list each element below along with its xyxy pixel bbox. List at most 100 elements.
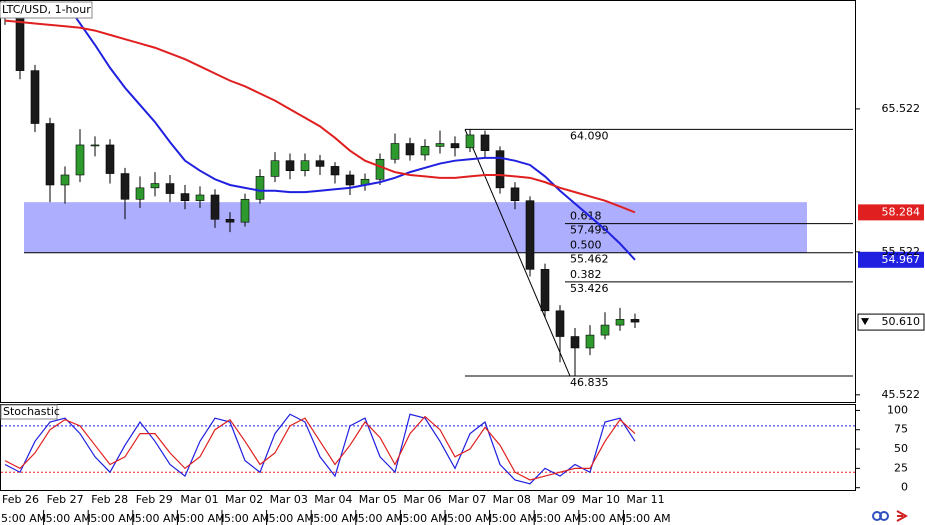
candle-body: [120, 173, 130, 200]
candle-body: [195, 194, 205, 202]
candle-body: [255, 176, 265, 200]
candle-body: [75, 144, 85, 176]
price-tag: [858, 251, 924, 268]
candle-body: [45, 123, 55, 186]
fib-ratio: 0.382: [570, 268, 602, 281]
x-time-label: 5:00 AM: [224, 512, 269, 525]
candle-body: [540, 269, 550, 312]
candle-body: [210, 194, 220, 220]
arrow-icon[interactable]: [896, 510, 909, 522]
y-tick-label: 25: [894, 461, 908, 474]
current-price-label: 50.610: [882, 315, 921, 328]
candle-body: [15, 15, 25, 71]
candle-body: [30, 70, 40, 124]
y-tick-label: 0: [901, 481, 908, 494]
candle-body: [450, 143, 460, 149]
candle-body: [330, 166, 340, 176]
toolbar-icons[interactable]: [872, 510, 909, 522]
x-time-label: 5:00 AM: [492, 512, 537, 525]
stochastic-panel: [0, 404, 856, 491]
fib-price: 55.462: [570, 253, 609, 266]
price-tag-label: 54.967: [882, 253, 921, 266]
x-time-label: 5:00 AM: [402, 512, 447, 525]
candle-body: [495, 150, 505, 189]
x-time-label: 5:00 AM: [581, 512, 626, 525]
stochastic-line: [4, 415, 636, 481]
fib-label: 46.835: [570, 376, 609, 389]
candle-body: [135, 187, 145, 200]
indicator-title: Stochastic: [3, 405, 60, 418]
price-tag-label: 58.284: [882, 205, 921, 218]
candle-body: [105, 144, 115, 174]
x-date-label: Feb 27: [47, 493, 84, 506]
x-time-label: 5:00 AM: [269, 512, 314, 525]
x-date-label: Mar 11: [626, 493, 664, 506]
stochastic-line: [4, 413, 636, 485]
candle-body: [270, 160, 280, 177]
y-tick-label: 65.522: [882, 102, 921, 115]
moving-average: [4, 19, 636, 214]
candle-body: [345, 174, 355, 186]
x-time-label: 5:00 AM: [625, 512, 670, 525]
candle-body: [285, 160, 295, 171]
support-zone: [24, 202, 807, 253]
x-date-label: Mar 08: [493, 493, 531, 506]
candle-body: [300, 160, 310, 171]
candle-body: [390, 143, 400, 160]
y-tick-label: 45.522: [882, 388, 921, 401]
x-date-label: Mar 04: [314, 493, 352, 506]
fib-price: 57.499: [570, 224, 609, 237]
x-date-label: Mar 01: [180, 493, 218, 506]
candle-body: [420, 146, 430, 156]
title-box: [0, 1, 93, 19]
fib-label: 64.090: [570, 129, 609, 142]
indicator-title-box: [0, 404, 58, 420]
candle-body: [225, 218, 235, 223]
x-date-label: Feb 26: [2, 493, 39, 506]
x-time-label: 5:00 AM: [46, 512, 91, 525]
fib-price: 53.426: [570, 282, 609, 295]
y-tick-label: 75: [894, 423, 908, 436]
candle-body: [180, 193, 190, 202]
current-price-arrow: [861, 318, 869, 326]
candle-body: [60, 174, 70, 186]
x-date-label: Mar 03: [270, 493, 308, 506]
candle-body: [315, 160, 325, 167]
x-date-label: Mar 09: [537, 493, 575, 506]
x-date-label: Mar 06: [403, 493, 441, 506]
candle-body: [615, 319, 625, 326]
x-time-label: 5:00 AM: [90, 512, 135, 525]
candle-body: [375, 158, 385, 180]
x-time-label: 5:00 AM: [536, 512, 581, 525]
x-time-label: 5:00 AM: [358, 512, 403, 525]
candle-body: [405, 143, 415, 156]
candle-body: [480, 134, 490, 151]
candle-body: [555, 310, 565, 337]
x-time-label: 5:00 AM: [313, 512, 358, 525]
y-tick-label: 100: [887, 403, 908, 416]
x-time-label: 5:00 AM: [447, 512, 492, 525]
candle-body: [510, 187, 520, 202]
y-tick-label: 55.522: [882, 245, 921, 258]
link-icon[interactable]: [879, 511, 889, 521]
candle-body: [150, 183, 160, 189]
x-time-label: 5:00 AM: [179, 512, 224, 525]
fib-ratio: 0.500: [570, 239, 602, 252]
chart-title: LTC/USD, 1-hour: [2, 3, 91, 16]
x-time-label: 5:00 AM: [135, 512, 180, 525]
moving-average: [64, 1, 636, 261]
x-date-label: Mar 10: [582, 493, 620, 506]
price-panel: [0, 0, 856, 403]
x-date-label: Feb 28: [91, 493, 128, 506]
candle-body: [165, 183, 175, 194]
candle-body: [600, 324, 610, 336]
price-tag: [858, 204, 924, 221]
candle-body: [570, 336, 580, 349]
y-tick-label: 50: [894, 442, 908, 455]
candle-body: [90, 144, 100, 147]
candle-body: [465, 134, 475, 149]
candle-body: [630, 319, 640, 323]
candle-body: [525, 200, 535, 270]
current-price-tag: [857, 313, 925, 331]
